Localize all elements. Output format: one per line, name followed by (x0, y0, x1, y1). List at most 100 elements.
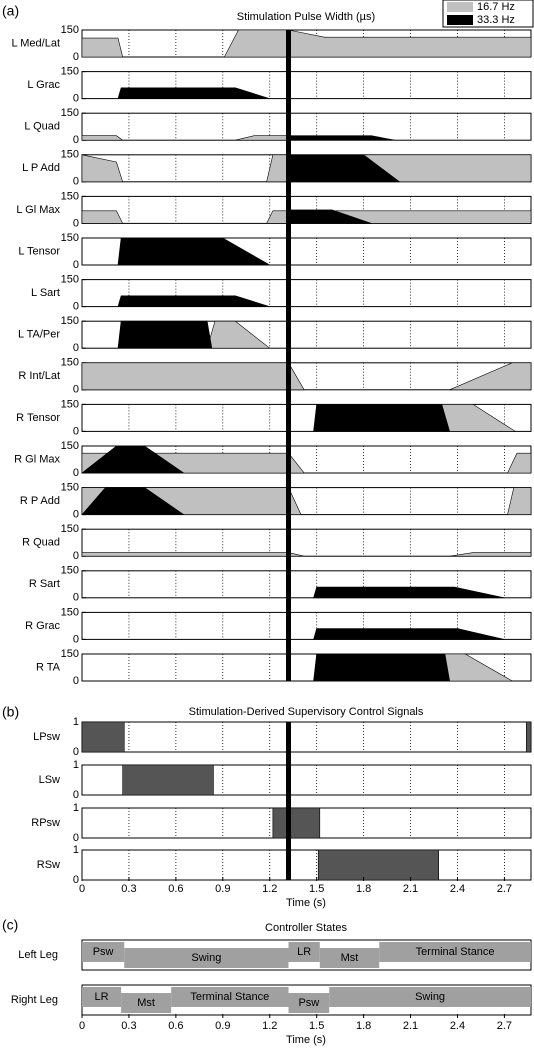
axes-box (81, 320, 532, 349)
channel-label: R Quad (22, 537, 60, 549)
area (81, 154, 124, 183)
area (117, 87, 270, 99)
state-bar (82, 942, 125, 962)
y-tick-label: 150 (61, 274, 79, 286)
y-tick-label: 0 (73, 592, 79, 604)
x-tick-label: 2.7 (497, 883, 512, 895)
state-label: Terminal Stance (416, 946, 495, 958)
y-tick-label: 0 (73, 746, 79, 758)
y-tick-label: 150 (61, 24, 79, 36)
y-tick-label: 150 (61, 648, 79, 660)
signal (272, 807, 321, 839)
x-tick-label: 0.9 (215, 883, 230, 895)
area (81, 362, 305, 391)
x-tick-label: 0.9 (215, 1020, 230, 1032)
area (449, 552, 532, 557)
x-tick-label: 1.8 (356, 1020, 371, 1032)
state-bar (288, 942, 320, 962)
y-tick-label: 0 (73, 217, 79, 229)
x-tick-label: 1.8 (356, 883, 371, 895)
state-label: LR (297, 946, 311, 958)
y-tick-label: 0 (73, 467, 79, 479)
y-tick-label: 150 (61, 357, 79, 369)
area (81, 135, 124, 141)
y-tick-label: 0 (73, 675, 79, 687)
area (441, 653, 514, 682)
y-tick-label: 150 (61, 440, 79, 452)
state-label: Mst (341, 952, 359, 964)
area (81, 552, 305, 557)
x-tick-label: 2.1 (403, 883, 418, 895)
signal (81, 721, 532, 753)
state-bar (379, 942, 531, 962)
area (507, 452, 532, 474)
channel-label: L Sart (31, 287, 60, 299)
channel-label: R Int/Lat (18, 370, 60, 382)
channel-label: L P Add (22, 162, 60, 174)
channel-label: L Grac (27, 79, 60, 91)
channel-label: LSw (39, 774, 60, 786)
x-tick-label: 0.3 (121, 883, 136, 895)
area (206, 320, 271, 349)
channel-label: R Grac (25, 620, 60, 632)
channel-label: R Sart (29, 578, 60, 590)
x-tick-label: 0 (79, 1020, 85, 1032)
y-tick-label: 1 (73, 802, 79, 814)
row-label: Right Leg (11, 994, 58, 1006)
y-tick-label: 0 (73, 550, 79, 562)
y-tick-label: 0 (73, 342, 79, 354)
area (288, 135, 395, 141)
signal (122, 764, 214, 796)
y-tick-label: 0 (73, 874, 79, 886)
legend-label: 16.7 Hz (477, 1, 515, 13)
y-tick-label: 150 (61, 190, 79, 202)
panel-label: (b) (2, 704, 19, 720)
axes-box (81, 721, 532, 753)
area (223, 29, 532, 58)
area (81, 445, 185, 474)
y-tick-label: 150 (61, 398, 79, 410)
y-tick-label: 0 (73, 633, 79, 645)
state-bar (121, 993, 172, 1013)
axes-box (81, 849, 532, 881)
axes-box (81, 764, 532, 796)
area (313, 653, 451, 682)
x-tick-label: 0.3 (121, 1020, 136, 1032)
y-tick-label: 0 (73, 425, 79, 437)
axes-box (81, 237, 532, 266)
axes-box (81, 71, 532, 100)
x-tick-label: 2.7 (497, 1020, 512, 1032)
channel-label: R P Add (20, 495, 60, 507)
x-axis-title: Time (s) (286, 897, 326, 909)
y-tick-label: 150 (61, 232, 79, 244)
y-tick-label: 0 (73, 509, 79, 521)
channel-label: L Tensor (18, 245, 60, 257)
state-bar (329, 987, 531, 1007)
legend-label: 33.3 Hz (477, 14, 515, 26)
axes-box (81, 570, 532, 599)
state-label: Swing (415, 991, 445, 1003)
y-tick-label: 0 (73, 384, 79, 396)
channel-label: R TA (36, 661, 61, 673)
area (117, 237, 271, 266)
y-tick-label: 150 (61, 565, 79, 577)
axes-box (81, 611, 532, 640)
panel-label: (a) (2, 3, 19, 19)
y-tick-label: 150 (61, 606, 79, 618)
x-tick-label: 2.1 (403, 1020, 418, 1032)
channel-label: RSw (37, 859, 60, 871)
chart-title: Stimulation-Derived Supervisory Control … (189, 706, 424, 718)
area (117, 320, 213, 349)
state-bar (288, 993, 330, 1013)
chart-title: Controller States (265, 922, 347, 934)
area (81, 210, 124, 224)
y-tick-label: 0 (73, 134, 79, 146)
x-tick-label: 2.4 (450, 1020, 465, 1032)
x-tick-label: 0.6 (168, 883, 183, 895)
axes-box (81, 403, 532, 432)
y-tick-label: 0 (73, 789, 79, 801)
area (449, 362, 532, 391)
state-label: Swing (191, 952, 221, 964)
y-tick-label: 1 (73, 716, 79, 728)
area (117, 295, 270, 307)
